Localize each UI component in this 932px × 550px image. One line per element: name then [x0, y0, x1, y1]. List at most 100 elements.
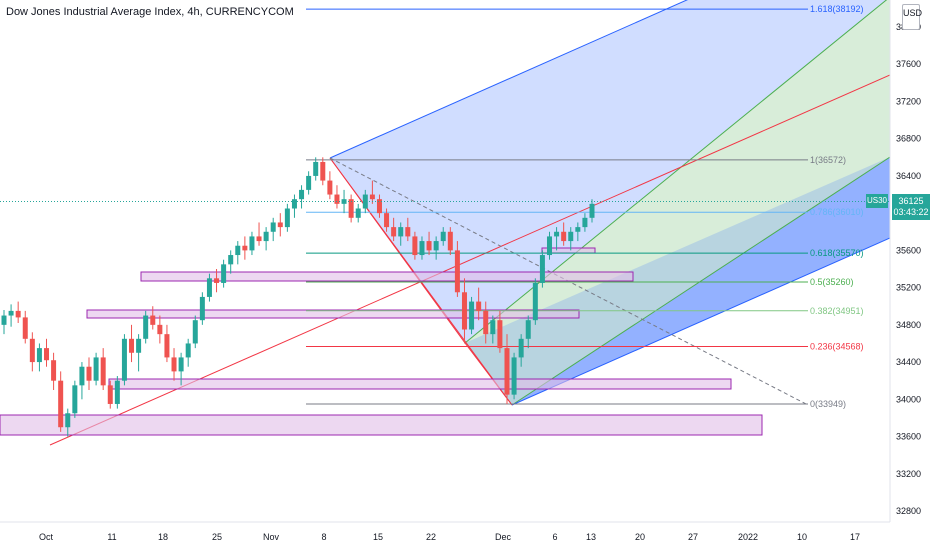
candle-body	[447, 231, 453, 251]
candle-body	[568, 231, 574, 242]
candle-body	[461, 292, 467, 330]
y-tick-label: 33600	[896, 432, 921, 442]
y-tick-label: 32800	[896, 506, 921, 516]
candle-body	[79, 366, 85, 386]
currency-label[interactable]: USD	[902, 4, 923, 30]
candle-body	[72, 385, 78, 414]
candle-body	[504, 348, 510, 395]
candle-body	[29, 338, 35, 363]
candle-body	[391, 227, 397, 237]
fib-level-label: 1.618(38192)	[810, 4, 864, 14]
candle-body	[44, 348, 50, 361]
candle-body	[65, 413, 71, 428]
fib-level-label: 0.618(35570)	[810, 248, 864, 258]
candle-body	[313, 161, 319, 176]
candle-body	[589, 203, 595, 218]
candle-body	[291, 199, 297, 209]
pitchfork-band-middle	[465, 0, 890, 405]
candle-body	[384, 213, 390, 228]
y-tick-label: 37200	[896, 96, 921, 106]
candle-body	[157, 324, 163, 335]
chart-title: Dow Jones Industrial Average Index, 4h, …	[6, 6, 294, 18]
x-tick-label: Oct	[39, 532, 54, 542]
candle-body	[483, 310, 489, 335]
candle-body	[582, 217, 588, 228]
candle-body	[341, 199, 347, 204]
candle-body	[136, 338, 142, 353]
last-price: 36125	[898, 196, 924, 206]
symbol-tag: US30	[866, 194, 888, 208]
y-tick-label: 34400	[896, 357, 921, 367]
candle-body	[171, 357, 177, 372]
pitchfork-inner-lower-line	[511, 156, 890, 406]
x-tick-label: 25	[212, 532, 222, 542]
candle-body	[15, 310, 21, 318]
candle-body	[306, 175, 312, 190]
x-tick-label: 10	[797, 532, 807, 542]
candle-body	[355, 208, 361, 218]
currency-text: USD	[903, 8, 923, 18]
candle-body	[369, 194, 375, 200]
candle-body	[539, 255, 545, 283]
candle-body	[454, 250, 460, 293]
y-tick-label: 36800	[896, 134, 921, 144]
candle-body	[192, 320, 198, 344]
candle-body	[511, 357, 517, 395]
support-zone-bottom	[0, 414, 763, 436]
candle-body	[348, 199, 354, 218]
candle-body	[249, 236, 255, 251]
candle-body	[107, 385, 113, 404]
candle-body	[546, 236, 552, 256]
pitchfork-band-lower-fill	[465, 157, 890, 405]
candle-body	[362, 194, 368, 209]
pitchfork-band-upper	[330, 0, 887, 343]
candle-body	[405, 227, 411, 237]
y-tick-label: 35200	[896, 283, 921, 293]
x-tick-label: 27	[688, 532, 698, 542]
candle-body	[164, 334, 170, 358]
candle-body	[532, 282, 538, 321]
candle-body	[121, 338, 127, 381]
candle-body	[1, 315, 7, 325]
fib-level-label: 0.382(34951)	[810, 306, 864, 316]
candle-body	[554, 231, 560, 237]
support-zone-upper	[140, 271, 634, 282]
x-tick-label: 6	[552, 532, 557, 542]
candle-body	[242, 245, 248, 251]
x-tick-label: Dec	[495, 532, 512, 542]
candle-body	[476, 301, 482, 311]
bar-countdown: 03:43:22	[893, 207, 929, 217]
candle-body	[36, 348, 42, 363]
candle-body	[575, 227, 581, 232]
candle-body	[22, 317, 28, 339]
candle-body	[129, 338, 135, 353]
fib-level-label: 0.786(36010)	[810, 207, 864, 217]
candle-body	[433, 241, 439, 251]
candle-body	[185, 343, 191, 358]
y-tick-label: 36400	[896, 171, 921, 181]
x-tick-label: 2022	[738, 532, 758, 542]
y-tick-label: 33200	[896, 469, 921, 479]
candle-body	[270, 222, 276, 232]
support-zone-low	[108, 378, 732, 390]
candle-body	[398, 227, 404, 237]
candle-body	[469, 301, 475, 330]
y-tick-label: 34800	[896, 320, 921, 330]
candle-body	[263, 231, 269, 242]
candle-body	[100, 357, 106, 386]
x-tick-label: 8	[321, 532, 326, 542]
candle-body	[334, 194, 340, 204]
candle-body	[150, 315, 156, 325]
fib-level-label: 0(33949)	[810, 399, 846, 409]
candle-body	[214, 278, 220, 283]
candle-body	[320, 161, 326, 181]
x-tick-label: 11	[107, 532, 116, 542]
x-tick-label: 15	[373, 532, 383, 542]
y-tick-label: 34000	[896, 394, 921, 404]
pitchfork-upper-line	[329, 0, 689, 159]
candle-body	[376, 199, 382, 214]
x-tick-label: 13	[586, 532, 596, 542]
x-tick-label: 17	[850, 532, 860, 542]
support-zone-mid	[86, 309, 580, 319]
